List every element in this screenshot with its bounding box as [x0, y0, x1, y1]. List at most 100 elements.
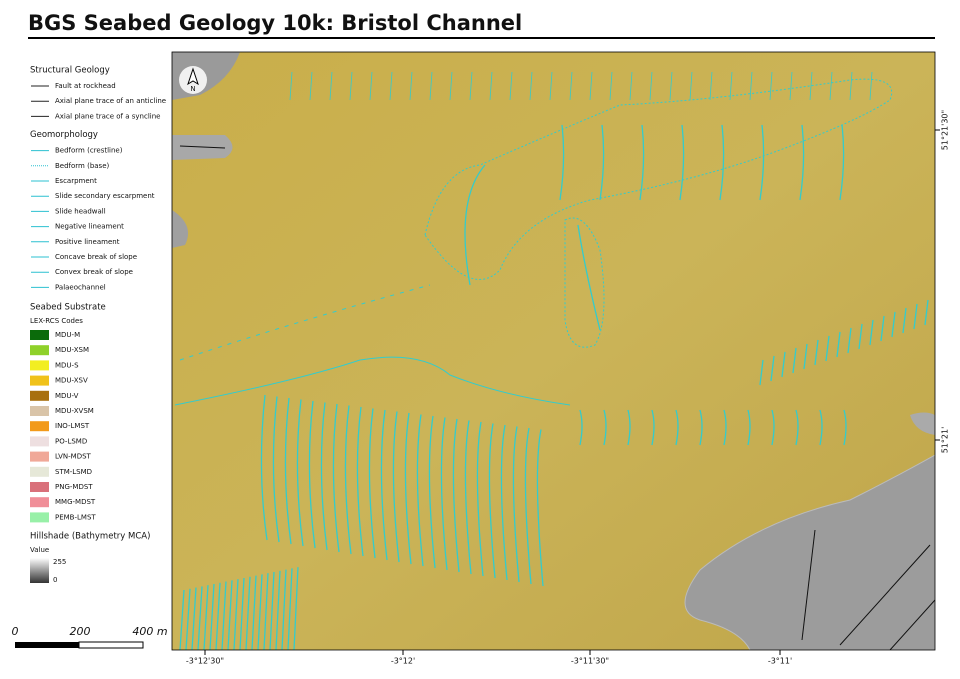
bedform: [675, 409, 679, 446]
legend-swatch: [30, 451, 49, 462]
bedform: [799, 124, 805, 201]
bedform: [792, 347, 797, 374]
longitude-label: -3°11': [768, 657, 792, 666]
bedform: [814, 339, 819, 366]
bedform: [284, 397, 292, 545]
bedform: [245, 576, 251, 650]
legend-label: PNG-MDST: [55, 483, 93, 491]
bedform: [409, 71, 413, 101]
legend: Structural Geology Fault at rockhead Axial…: [30, 66, 166, 584]
bedform: [609, 71, 613, 101]
bedform: [308, 400, 316, 549]
legend-heading: Seabed Substrate: [30, 303, 106, 313]
longitude-label: -3°11'30": [571, 657, 609, 666]
bedform: [577, 224, 601, 331]
bedform: [913, 303, 918, 330]
legend-label: PO-LSMD: [55, 437, 87, 445]
scale-bar: 0 200 400 m: [12, 625, 168, 649]
legend-label: Negative lineament: [55, 223, 124, 231]
legend-label: Axial plane trace of an anticline: [55, 97, 166, 105]
legend-label: MDU-XSM: [55, 346, 89, 354]
bedform: [191, 587, 197, 650]
bedform: [452, 418, 460, 573]
bedform: [332, 403, 340, 553]
legend-swatch: [30, 390, 49, 401]
bedform: [239, 577, 245, 650]
bedform: [281, 569, 287, 650]
bedform: [759, 359, 764, 386]
bedform: [476, 421, 484, 577]
legend-label: Slide headwall: [55, 207, 106, 215]
bedform: [599, 124, 605, 201]
bedform: [839, 124, 845, 201]
bedform: [843, 409, 847, 446]
bedform: [809, 71, 813, 101]
bedform: [429, 71, 433, 101]
latitude-label: 51°21': [941, 427, 950, 454]
bedform: [589, 71, 593, 101]
map-frame: [171, 51, 936, 651]
legend-subheading: LEX-RCS Codes: [30, 317, 83, 325]
bedform: [404, 412, 412, 565]
legend-label: Slide secondary escarpment: [55, 192, 155, 200]
legend-label: MDU-M: [55, 331, 80, 339]
bedform: [789, 71, 793, 101]
bedform: [329, 71, 333, 101]
legend-label: MDU-S: [55, 361, 79, 369]
legend-label: LVN-MDST: [55, 453, 92, 461]
bedform: [651, 409, 655, 446]
bedform: [902, 307, 907, 334]
bedform: [272, 396, 280, 543]
legend-label: PEMB-LMST: [55, 513, 96, 521]
bedform: [771, 409, 775, 446]
bedform: [549, 71, 553, 101]
bedform: [759, 124, 765, 201]
legend-label: Positive lineament: [55, 238, 120, 246]
bedform: [260, 394, 268, 541]
bedform: [869, 71, 873, 101]
bedform: [639, 124, 645, 201]
bedform: [579, 409, 583, 446]
legend-label: INO-LMST: [55, 422, 90, 430]
legend-label: Axial plane trace of a syncline: [55, 112, 160, 120]
bedform: [924, 299, 929, 326]
bedform: [603, 409, 607, 446]
bedform: [464, 164, 486, 286]
bedform: [227, 580, 233, 650]
legend-swatch: [30, 330, 49, 340]
bedform: [369, 71, 373, 101]
bedform: [275, 570, 281, 650]
legend-swatch: [30, 406, 49, 416]
coordinates: -3°12'30" -3°12' -3°11'30" -3°11' 51°21'30" 5…: [186, 110, 950, 666]
title: BGS Seabed Geology 10k: Bristol Channel: [28, 11, 522, 35]
bedform: [723, 409, 727, 446]
legend-label: 255: [53, 558, 66, 566]
bedform: [440, 417, 448, 571]
bedform: [257, 574, 263, 650]
bedform: [320, 402, 328, 551]
bedform: [627, 409, 631, 446]
bedform: [689, 71, 693, 101]
bedform: [795, 409, 799, 446]
bedform: [349, 71, 353, 101]
bedform: [719, 124, 725, 201]
legend-swatch: [30, 375, 49, 386]
legend-label: STM-LSMD: [55, 468, 92, 476]
bedform: [747, 409, 751, 446]
bedform: [803, 343, 808, 370]
latitude-label: 51°21'30": [941, 110, 950, 150]
bedform: [880, 315, 885, 342]
legend-label: Convex break of slope: [55, 268, 133, 276]
bedform: [500, 424, 508, 581]
bedform: [464, 420, 472, 575]
bedform: [356, 406, 364, 557]
legend-label: Escarpment: [55, 177, 97, 185]
legend-swatch: [30, 512, 49, 523]
bedform: [569, 71, 573, 101]
bedform: [529, 71, 533, 101]
bedform: [203, 585, 209, 650]
legend-label: MMG-MDST: [55, 498, 96, 506]
legend-label: Bedform (base): [55, 162, 110, 170]
bedform: [269, 571, 275, 650]
